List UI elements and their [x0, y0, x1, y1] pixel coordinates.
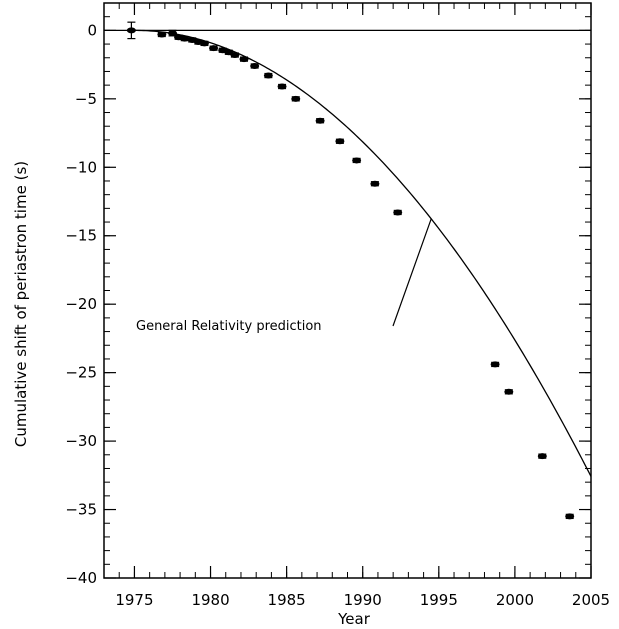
- data-marker: [250, 62, 260, 69]
- data-point: [180, 35, 190, 42]
- data-marker: [263, 72, 273, 79]
- x-tick-label: 1975: [115, 591, 153, 609]
- major-ticks: [104, 3, 592, 579]
- y-tick-label: −5: [75, 90, 97, 108]
- data-marker: [504, 388, 514, 395]
- data-point: [277, 83, 287, 90]
- data-point: [537, 453, 547, 460]
- data-marker: [537, 453, 547, 460]
- data-point: [174, 34, 184, 41]
- x-tick-label: 1990: [344, 591, 382, 609]
- data-point: [199, 40, 209, 47]
- data-point: [504, 388, 514, 395]
- y-tick-label: −20: [65, 295, 97, 313]
- gr-prediction-curve: [134, 29, 592, 477]
- data-point: [335, 138, 345, 145]
- data-point: [230, 52, 240, 59]
- data-point: [157, 31, 167, 38]
- y-tick-label: −15: [65, 227, 97, 245]
- y-tick-label: −25: [65, 364, 97, 382]
- data-point: [250, 62, 260, 69]
- data-point: [393, 209, 403, 216]
- data-marker: [180, 35, 190, 42]
- data-marker: [209, 45, 219, 52]
- x-axis-title: Year: [337, 610, 371, 628]
- data-point: [126, 21, 136, 40]
- data-marker: [315, 117, 325, 124]
- data-point: [315, 117, 325, 124]
- x-tick-label: 1995: [420, 591, 458, 609]
- data-point: [565, 513, 575, 520]
- data-marker: [370, 180, 380, 187]
- data-marker: [393, 209, 403, 216]
- data-marker: [490, 361, 500, 368]
- x-tick-label: 2005: [572, 591, 610, 609]
- y-tick-labels: 0 −5 −10 −15 −20 −25 −30 −35 −40: [65, 21, 97, 587]
- y-tick-label: −40: [65, 569, 97, 587]
- data-marker: [335, 138, 345, 145]
- gr-prediction-label: General Relativity prediction: [136, 319, 322, 334]
- data-point: [490, 361, 500, 368]
- x-tick-label: 2000: [496, 591, 534, 609]
- data-marker: [565, 513, 575, 520]
- x-tick-label: 1985: [268, 591, 306, 609]
- data-marker: [126, 27, 136, 34]
- x-tick-label: 1980: [191, 591, 229, 609]
- data-marker: [277, 83, 287, 90]
- data-marker: [239, 56, 249, 63]
- data-point: [291, 95, 301, 102]
- plot-frame: [103, 2, 592, 579]
- y-tick-label: 0: [87, 21, 97, 39]
- data-point: [370, 180, 380, 187]
- y-axis-title: Cumulative shift of periastron time (s): [12, 161, 30, 447]
- data-marker: [157, 31, 167, 38]
- minor-ticks: [103, 2, 592, 579]
- x-tick-labels: 1975 1980 1985 1990 1995 2000 2005: [115, 591, 610, 609]
- data-marker: [291, 95, 301, 102]
- data-point: [263, 72, 273, 79]
- y-tick-label: −30: [65, 432, 97, 450]
- data-point: [239, 56, 249, 63]
- data-marker: [199, 40, 209, 47]
- y-tick-label: −10: [65, 158, 97, 176]
- data-points: [126, 21, 575, 520]
- data-point: [352, 157, 362, 164]
- data-point: [209, 45, 219, 52]
- data-marker: [352, 157, 362, 164]
- y-tick-label: −35: [65, 501, 97, 519]
- data-marker: [230, 52, 240, 59]
- annotation-leader-line: [392, 218, 432, 327]
